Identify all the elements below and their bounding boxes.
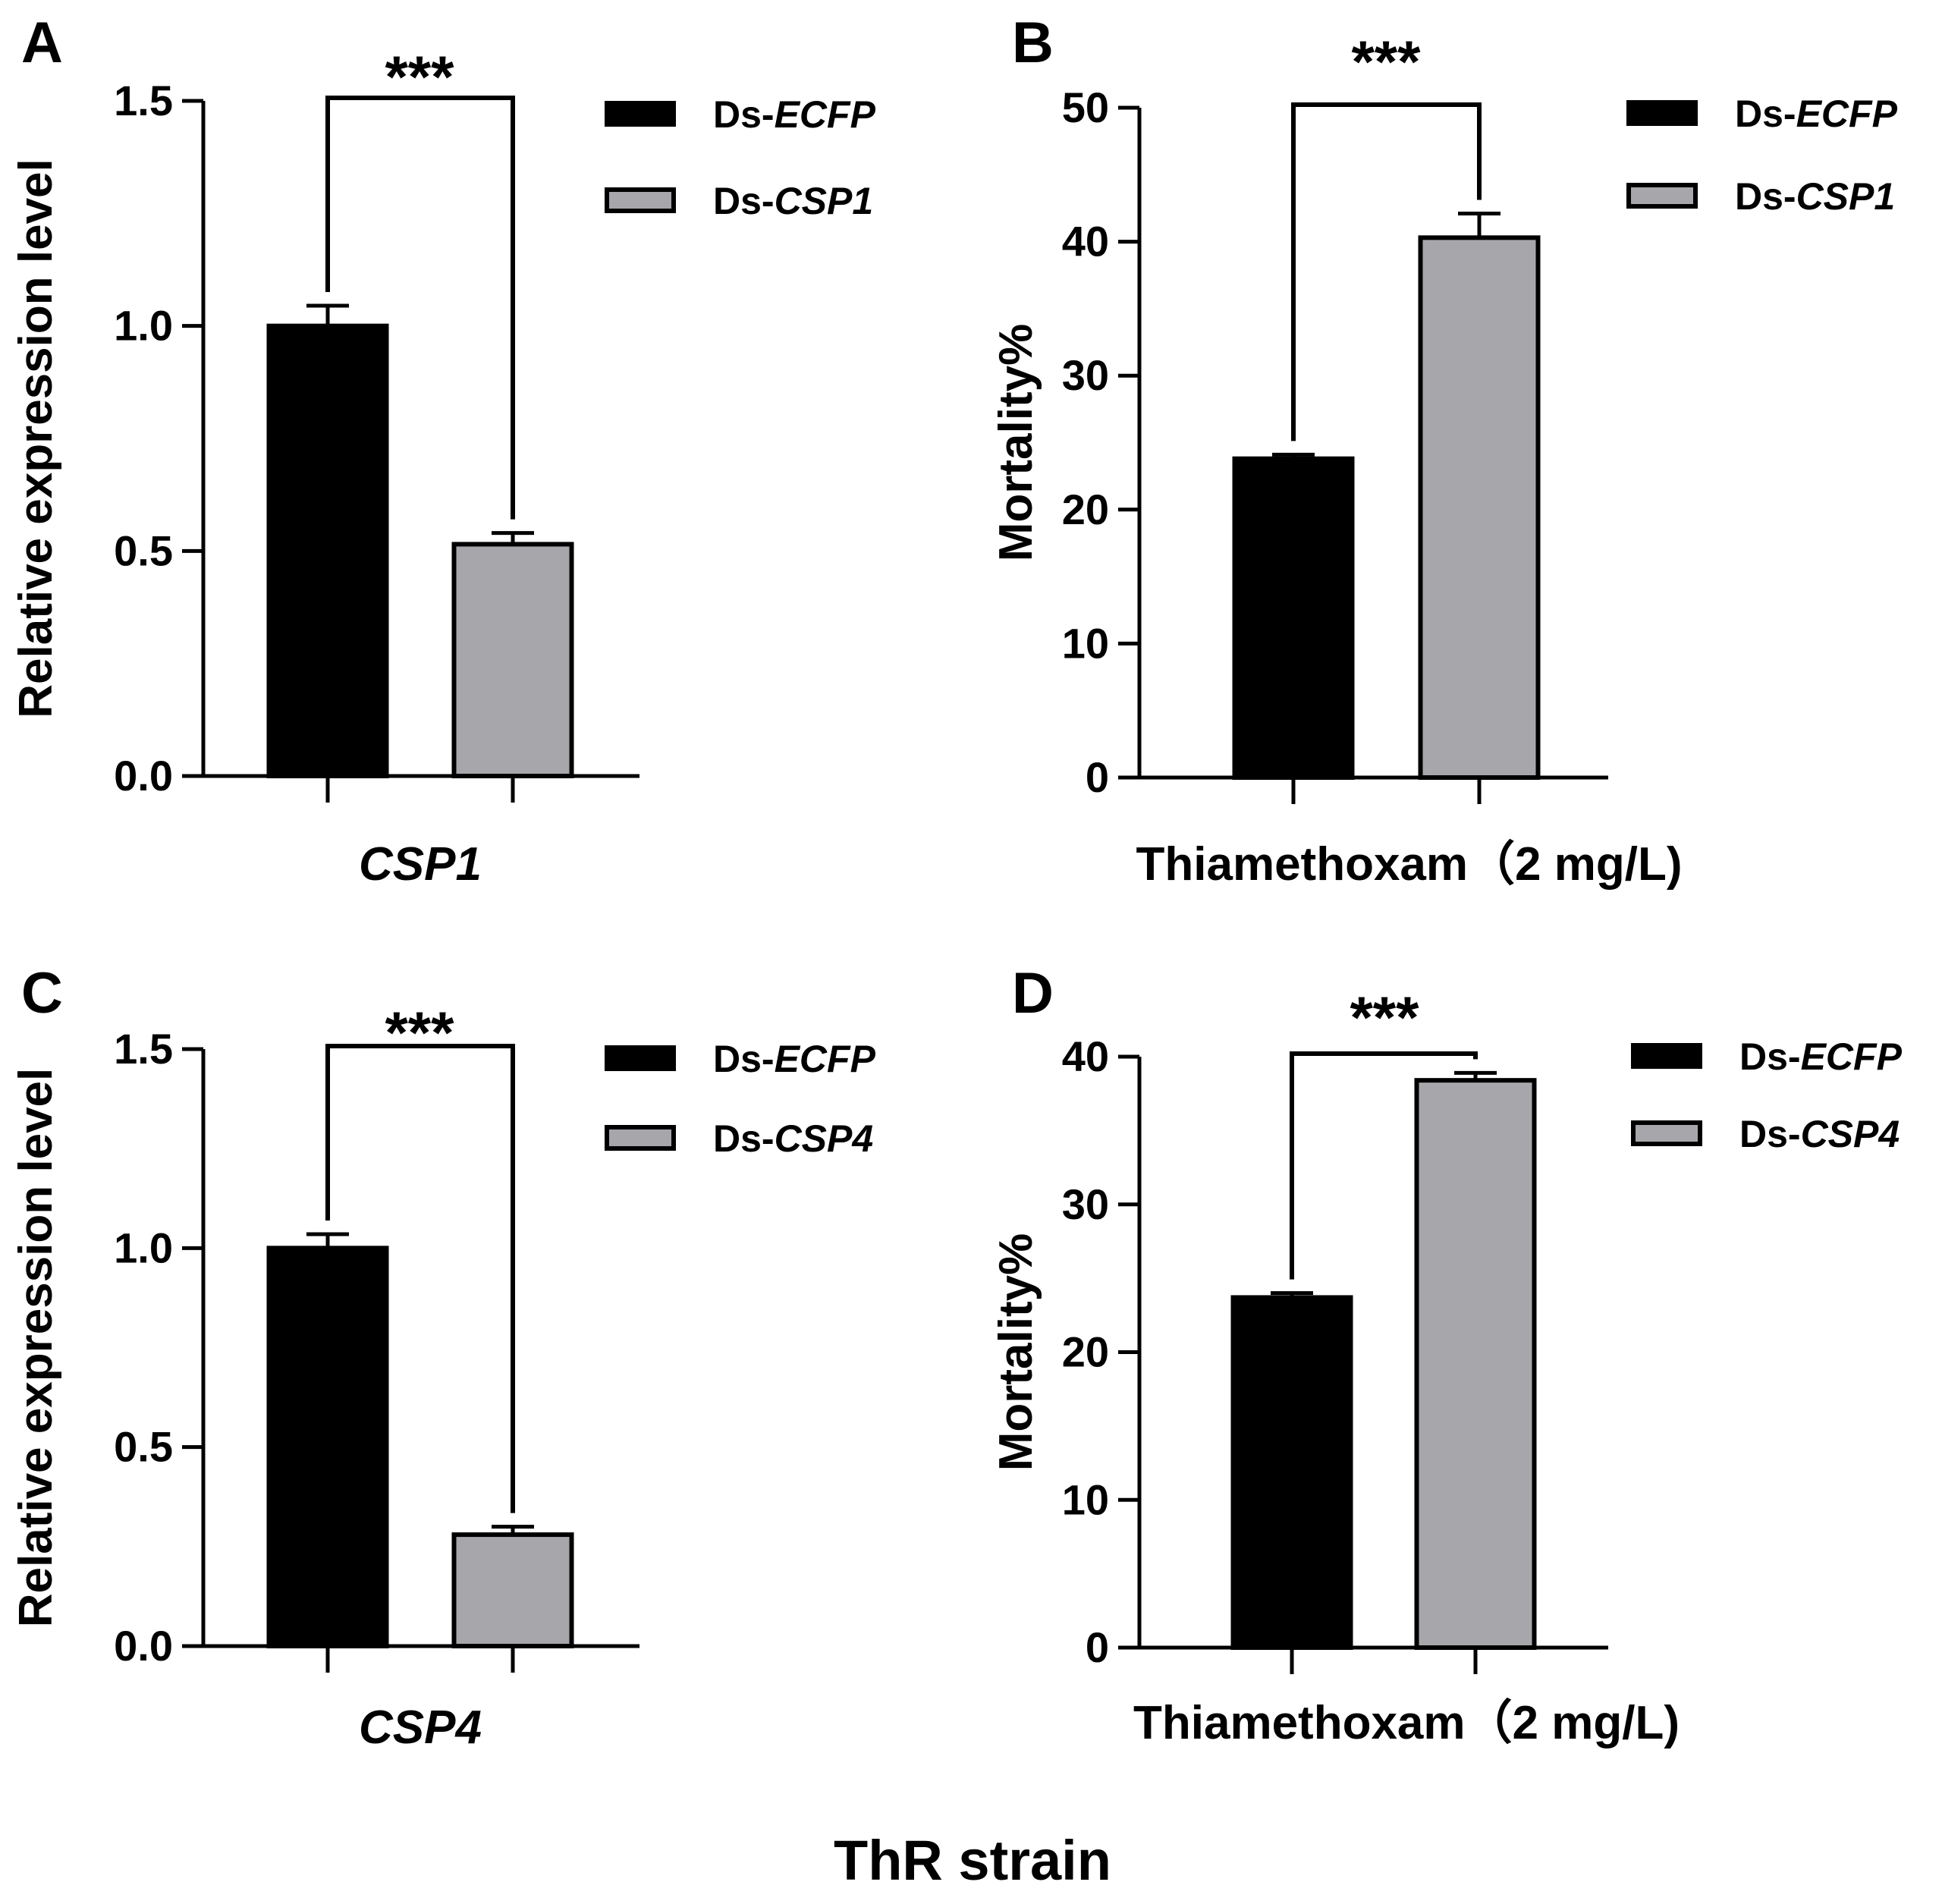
legend-swatch-csp1 — [605, 187, 676, 213]
y-tick-label: 30 — [1062, 1180, 1109, 1228]
bar-ecfp — [1230, 1295, 1353, 1650]
y-tick-label: 20 — [1062, 1328, 1109, 1376]
x-axis-title: CSP1 — [359, 838, 482, 891]
x-axis-title: CSP4 — [359, 1701, 482, 1754]
panels: A 0.0 0.5 1.0 1.5 *** Relative expression leve… — [10, 11, 1903, 1754]
legend-swatch-csp4 — [1631, 1120, 1702, 1146]
panel-letter: B — [1012, 11, 1054, 75]
y-tick-label: 1.0 — [114, 1224, 173, 1271]
y-tick-label: 30 — [1062, 351, 1109, 399]
y-tick-label: 1.5 — [114, 77, 173, 124]
panel-letter: A — [21, 11, 63, 75]
significance-bracket — [1291, 102, 1482, 441]
significance-label: *** — [385, 43, 454, 110]
legend-label: Ds-CSP1 — [1735, 175, 1895, 218]
legend-label: Ds-ECFP — [713, 93, 876, 136]
legend-label: Ds-CSP4 — [1739, 1113, 1900, 1155]
y-tick-label: 10 — [1062, 619, 1109, 667]
y-tick-label: 50 — [1062, 83, 1109, 131]
significance-bracket — [325, 1044, 515, 1513]
bar-csp1 — [451, 542, 574, 779]
panel-a: A 0.0 0.5 1.0 1.5 *** Relative expression leve… — [10, 11, 876, 891]
y-tick-label: 1.0 — [114, 302, 173, 350]
footer-title: ThR strain — [834, 1829, 1111, 1892]
y-axis-title: Relative expression level — [10, 1068, 62, 1628]
bar-ecfp — [266, 1246, 389, 1649]
significance-bracket — [325, 96, 515, 520]
bar-csp4 — [451, 1532, 574, 1649]
y-tick-label: 40 — [1062, 218, 1109, 265]
y-axis-title: Mortality% — [990, 1233, 1042, 1471]
y-tick-label: 20 — [1062, 485, 1109, 533]
legend-label: Ds-ECFP — [1739, 1035, 1903, 1078]
legend-swatch-ecfp — [605, 1045, 676, 1071]
legend-swatch-ecfp — [605, 101, 676, 127]
y-tick-label: 1.5 — [114, 1025, 173, 1073]
y-tick-label: 10 — [1062, 1475, 1109, 1523]
panel-letter: D — [1012, 961, 1054, 1026]
y-axis-title: Mortality% — [990, 324, 1042, 561]
significance-bracket — [1290, 1051, 1478, 1280]
significance-label: *** — [1350, 984, 1419, 1051]
y-tick-label: 0.5 — [114, 526, 173, 574]
panel-d: D 0 10 20 30 40 *** Mortality% Thiamethoxam（2 mg… — [990, 961, 1903, 1749]
significance-label: *** — [1351, 28, 1421, 95]
y-tick-label: 0 — [1086, 1623, 1109, 1671]
legend-swatch-csp1 — [1626, 183, 1698, 209]
legend-swatch-ecfp — [1626, 100, 1698, 126]
bar-ecfp — [266, 323, 389, 778]
legend-swatch-ecfp — [1631, 1043, 1702, 1069]
y-axis-title: Relative expression level — [10, 159, 62, 718]
y-tick-label: 0.5 — [114, 1423, 173, 1471]
y-tick-label: 40 — [1062, 1032, 1109, 1080]
legend-label: Ds-ECFP — [713, 1038, 876, 1080]
x-axis-title: Thiamethoxam（2 mg/L) — [1133, 1696, 1680, 1749]
y-tick-label: 0 — [1086, 753, 1109, 801]
legend-label: Ds-ECFP — [1735, 93, 1898, 135]
significance-label: *** — [385, 999, 454, 1066]
bar-csp1 — [1418, 235, 1541, 780]
panel-c: C 0.0 0.5 1.0 1.5 *** Relative expression leve… — [10, 961, 876, 1754]
panel-letter: C — [21, 961, 63, 1026]
x-axis-title: Thiamethoxam（2 mg/L) — [1136, 837, 1683, 891]
legend-label: Ds-CSP4 — [713, 1117, 873, 1160]
bar-ecfp — [1232, 456, 1355, 781]
legend-label: Ds-CSP1 — [713, 180, 873, 222]
bar-csp4 — [1414, 1078, 1537, 1651]
y-tick-label: 0.0 — [114, 1622, 173, 1670]
legend-swatch-csp4 — [605, 1125, 676, 1151]
panel-b: B 0 10 20 30 40 50 *** Mortality% Thiamethoxam（2 … — [990, 11, 1898, 891]
y-tick-label: 0.0 — [114, 752, 173, 800]
